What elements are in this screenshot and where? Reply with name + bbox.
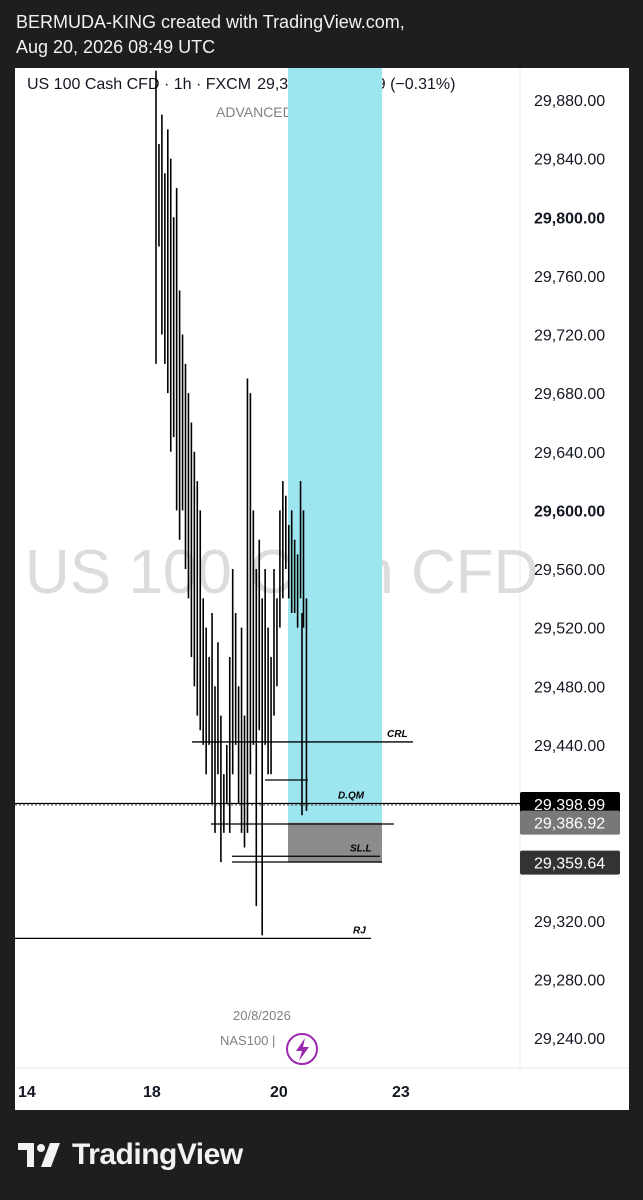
tradingview-wordmark: TradingView xyxy=(72,1138,243,1171)
x-tick-label: 23 xyxy=(392,1084,410,1101)
y-tick-label: 29,240.00 xyxy=(534,1031,605,1048)
time-axis-area[interactable] xyxy=(15,1068,629,1110)
symbol-watermark: US 100 Cash CFD xyxy=(25,538,538,607)
position-target-zone[interactable] xyxy=(288,68,382,823)
y-tick-label: 29,560.00 xyxy=(534,562,605,579)
y-tick-label: 29,520.00 xyxy=(534,621,605,638)
x-tick-label: 20 xyxy=(270,1084,288,1101)
y-tick-label: 29,800.00 xyxy=(534,210,605,227)
x-tick-label: 18 xyxy=(143,1084,161,1101)
level-label-crl: CRL xyxy=(387,729,408,740)
level-label-rj: RJ xyxy=(353,925,366,936)
price-label-text: 29,398.99 xyxy=(534,797,605,814)
y-tick-label: 29,480.00 xyxy=(534,679,605,696)
y-tick-label: 29,440.00 xyxy=(534,738,605,755)
price-chart[interactable]: US 100 Cash CFD · 1h · FXCM29,398.99−92.… xyxy=(15,68,629,1110)
y-tick-label: 29,680.00 xyxy=(534,386,605,403)
tradingview-logo: TradingView xyxy=(18,1138,243,1172)
symbol-info: US 100 Cash CFD · 1h · FXCM29,398.99−92.… xyxy=(27,76,455,93)
y-tick-label: 29,640.00 xyxy=(534,445,605,462)
price-label-text: 29,359.64 xyxy=(534,856,605,873)
price-axis-area[interactable] xyxy=(520,68,629,1068)
price-label-2 xyxy=(520,810,620,835)
y-tick-label: 29,880.00 xyxy=(534,93,605,110)
y-tick-label: 29,840.00 xyxy=(534,152,605,169)
y-tick-label: 29,720.00 xyxy=(534,328,605,345)
tradingview-logo-icon xyxy=(18,1143,60,1167)
lightning-icon[interactable] xyxy=(286,1033,318,1065)
level-label-dqm: D.QM xyxy=(338,791,365,802)
y-tick-label: 29,280.00 xyxy=(534,972,605,989)
level-label-sll: SL.L xyxy=(350,843,372,854)
chart-panel[interactable]: US 100 Cash CFD · 1h · FXCM29,398.99−92.… xyxy=(15,68,629,1110)
header-timestamp: Aug 20, 2026 08:49 UTC xyxy=(16,37,216,57)
x-tick-label: 14 xyxy=(18,1084,36,1101)
header-author: BERMUDA-KING created with TradingView.co… xyxy=(16,12,405,32)
price-label-text: 29,386.92 xyxy=(534,816,605,833)
bottom-date: 20/8/2026 xyxy=(233,1008,291,1023)
y-tick-label: 29,600.00 xyxy=(534,503,605,520)
price-label-3 xyxy=(520,850,620,875)
y-tick-label: 29,320.00 xyxy=(534,914,605,931)
bottom-symbol: NAS100 | xyxy=(220,1033,275,1048)
y-tick-label: 29,760.00 xyxy=(534,269,605,286)
